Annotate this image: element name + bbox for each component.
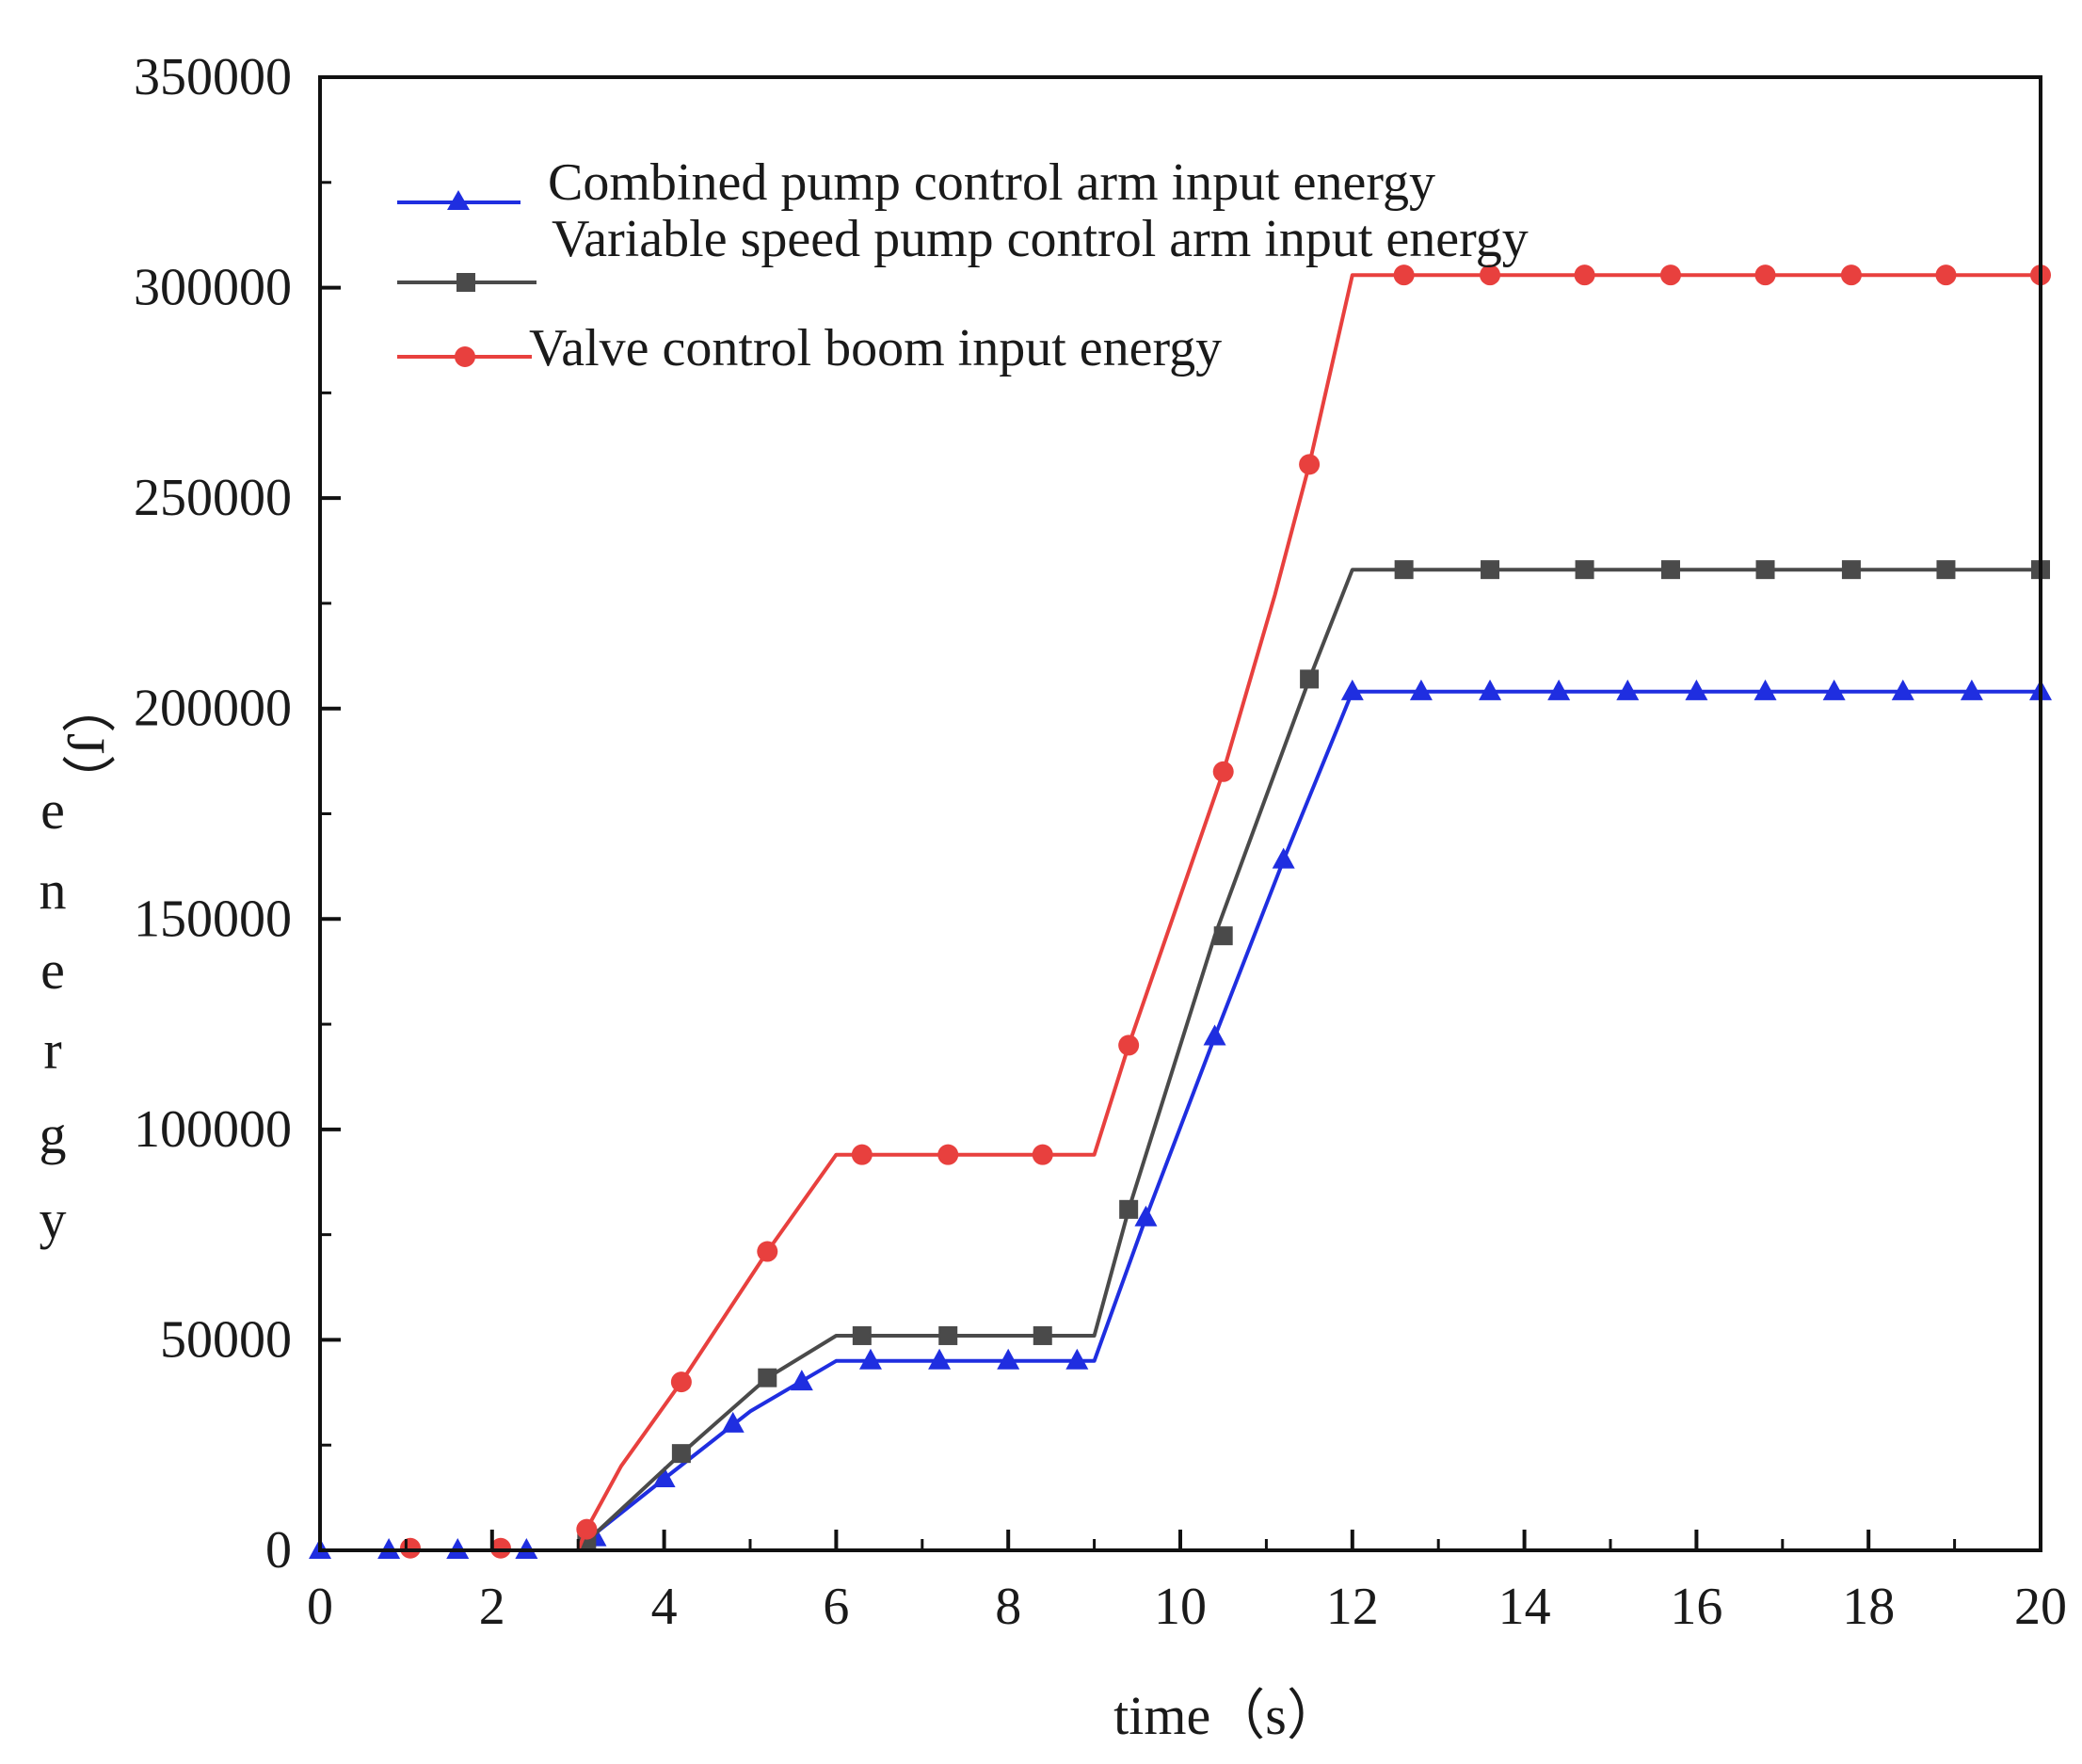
data-point-circle [1032, 1144, 1053, 1165]
data-point-circle [937, 1144, 959, 1165]
y-tick-label: 250000 [134, 469, 292, 527]
data-point-triangle [790, 1370, 813, 1391]
data-point-circle [399, 1537, 421, 1559]
data-point-triangle [1409, 679, 1433, 700]
data-point-circle [1659, 265, 1681, 286]
data-point-triangle [858, 1348, 882, 1370]
data-point-square [938, 1325, 958, 1345]
data-point-circle [851, 1144, 873, 1165]
data-point-triangle [652, 1466, 676, 1487]
data-point-triangle [1891, 679, 1914, 700]
data-point-square [1660, 560, 1680, 580]
x-axis-title: time（s） [1113, 1685, 1341, 1746]
data-point-square [1841, 560, 1861, 580]
y-tick-label: 50000 [160, 1310, 292, 1369]
legend-label-combined: Combined pump control arm input energy [548, 153, 1435, 212]
data-point-circle [1754, 265, 1776, 286]
data-point-square [758, 1368, 777, 1387]
y-tick-label: 100000 [134, 1100, 292, 1159]
data-point-triangle [1547, 679, 1571, 700]
x-tick-label: 4 [651, 1578, 678, 1636]
frame-layer [318, 75, 2042, 1552]
data-point-circle [1935, 265, 1957, 286]
data-point-square [671, 1444, 691, 1464]
y-axis-title-letter: e [40, 779, 65, 841]
legend: Combined pump control arm input energy V… [397, 153, 1529, 377]
data-point-triangle [1616, 679, 1640, 700]
data-point-circle [489, 1537, 511, 1559]
data-point-triangle [1822, 679, 1846, 700]
legend-swatch-combined-marker [447, 190, 470, 210]
data-point-triangle [928, 1348, 952, 1370]
y-tick-label: 200000 [134, 680, 292, 738]
x-tick-label: 6 [823, 1578, 849, 1636]
data-point-circle [1212, 761, 1234, 782]
data-point-circle [1299, 454, 1321, 475]
data-point-circle [1118, 1034, 1140, 1056]
data-point-square [1481, 560, 1500, 580]
y-axis-title-letter: e [40, 939, 65, 1001]
data-point-triangle [1340, 679, 1364, 700]
series-line-0 [320, 689, 2041, 1552]
series-layer [309, 265, 2052, 1559]
data-point-circle [576, 1518, 598, 1540]
legend-entry-variable: Variable speed pump control arm input en… [397, 210, 1529, 292]
x-tick-label: 2 [479, 1578, 505, 1636]
data-point-square [1936, 560, 1956, 580]
data-point-circle [1480, 265, 1501, 286]
data-point-square [1033, 1325, 1052, 1345]
data-point-triangle [1685, 679, 1708, 700]
x-tick-label: 18 [1842, 1578, 1895, 1636]
x-tick-label: 14 [1498, 1578, 1551, 1636]
legend-entry-valve: Valve control boom input energy [397, 319, 1222, 377]
legend-swatch-variable-marker [456, 273, 475, 292]
data-point-square [1575, 560, 1594, 580]
data-point-circle [670, 1371, 692, 1393]
ticks-layer [318, 75, 2042, 1552]
data-point-triangle [721, 1411, 745, 1433]
data-point-square [1755, 560, 1775, 580]
x-tick-label: 12 [1326, 1578, 1379, 1636]
legend-swatch-valve-marker [455, 346, 475, 367]
y-axis-title-letter: n [40, 859, 67, 921]
data-point-circle [1574, 265, 1595, 286]
data-point-square [1300, 669, 1320, 689]
x-tick-label: 10 [1154, 1578, 1207, 1636]
y-tick-label: 150000 [134, 890, 292, 948]
y-axis-title-letter: g [40, 1104, 67, 1165]
data-point-square [852, 1325, 872, 1345]
data-point-circle [1393, 265, 1415, 286]
data-point-triangle [1203, 1024, 1226, 1046]
data-point-triangle [1272, 847, 1295, 869]
y-axis-title-letter: y [40, 1189, 67, 1250]
data-point-square [1394, 560, 1414, 580]
y-axis-title-letter: r [43, 1019, 61, 1081]
x-tick-label: 16 [1670, 1578, 1722, 1636]
data-point-triangle [1960, 679, 1983, 700]
data-point-square [1213, 926, 1233, 946]
y-tick-label: 350000 [134, 48, 292, 106]
legend-label-valve: Valve control boom input energy [529, 319, 1222, 377]
data-point-triangle [1754, 679, 1777, 700]
x-tick-label: 20 [2014, 1578, 2067, 1636]
series-line-1 [320, 568, 2041, 1552]
data-point-triangle [1134, 1205, 1158, 1227]
y-axis-title-unit: （J） [56, 679, 117, 810]
legend-label-variable: Variable speed pump control arm input en… [552, 210, 1529, 268]
labels-layer: 0 2 4 6 8 10 12 14 16 18 20 0 50000 100000 150000 20000… [40, 48, 2068, 1746]
x-tick-label: 8 [995, 1578, 1021, 1636]
data-point-circle [757, 1241, 778, 1262]
data-point-triangle [997, 1348, 1020, 1370]
data-point-square [1119, 1199, 1139, 1219]
data-point-circle [1840, 265, 1862, 286]
legend-entry-combined: Combined pump control arm input energy [397, 153, 1435, 212]
y-tick-label: 0 [265, 1521, 292, 1580]
y-tick-label: 300000 [134, 259, 292, 317]
data-point-triangle [1479, 679, 1502, 700]
x-tick-label: 0 [307, 1578, 333, 1636]
data-point-triangle [1065, 1348, 1089, 1370]
series-line-2 [320, 273, 2041, 1552]
plot-frame [318, 75, 2042, 1552]
